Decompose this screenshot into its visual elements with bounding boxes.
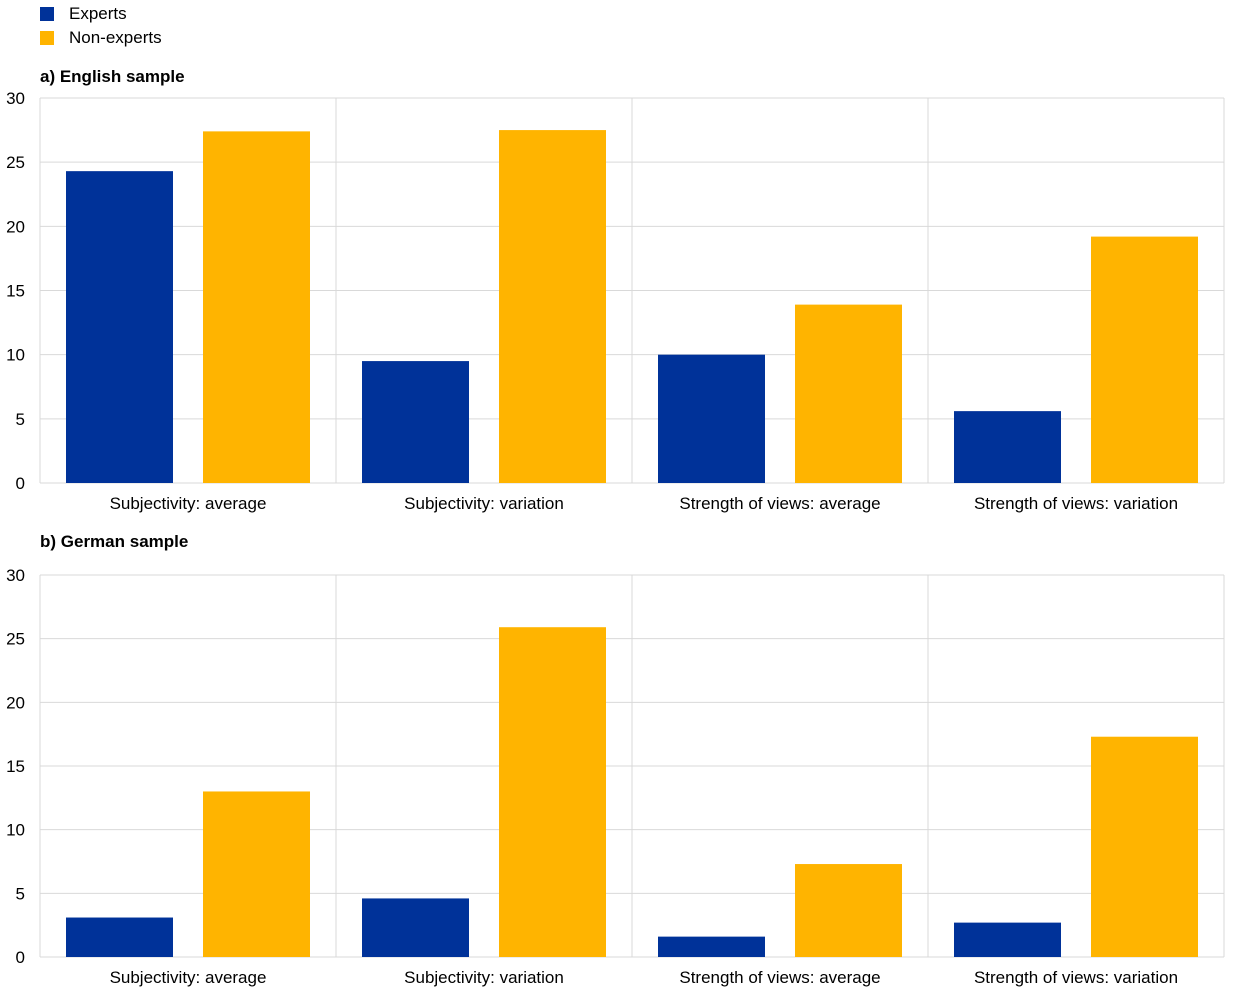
legend-label-non-experts: Non-experts: [69, 28, 162, 47]
y-tick-label: 30: [6, 566, 25, 585]
legend-item-experts: Experts: [40, 2, 162, 26]
bar-non-experts: [795, 304, 902, 483]
bar-experts: [954, 922, 1061, 957]
y-tick-label: 20: [6, 693, 25, 712]
bar-non-experts: [203, 131, 310, 483]
y-tick-label: 15: [6, 757, 25, 776]
bar-experts: [362, 898, 469, 957]
bar-experts: [66, 917, 173, 957]
y-tick-label: 10: [6, 346, 25, 365]
legend: Experts Non-experts: [40, 2, 162, 50]
bar-non-experts: [203, 791, 310, 957]
y-tick-label: 15: [6, 282, 25, 301]
y-tick-label: 10: [6, 821, 25, 840]
bar-non-experts: [499, 627, 606, 957]
x-category-label: Strength of views: average: [679, 494, 880, 513]
panel-title-english: a) English sample: [40, 67, 185, 86]
legend-label-experts: Experts: [69, 4, 127, 23]
panel-title-german: b) German sample: [40, 532, 189, 551]
y-tick-label: 30: [6, 89, 25, 108]
x-category-label: Strength of views: variation: [974, 968, 1178, 987]
y-tick-label: 0: [16, 948, 25, 967]
legend-swatch-non-experts: [40, 31, 54, 45]
x-category-label: Strength of views: average: [679, 968, 880, 987]
bar-non-experts: [499, 130, 606, 484]
legend-swatch-experts: [40, 7, 54, 21]
y-tick-label: 5: [16, 884, 25, 903]
bar-non-experts: [1091, 236, 1198, 483]
bar-experts: [954, 411, 1061, 483]
x-category-label: Subjectivity: variation: [404, 968, 564, 987]
bar-non-experts: [795, 864, 902, 957]
y-tick-label: 25: [6, 153, 25, 172]
bar-experts: [658, 354, 765, 483]
bar-experts: [362, 361, 469, 483]
y-tick-label: 25: [6, 630, 25, 649]
x-category-label: Subjectivity: average: [110, 494, 267, 513]
y-tick-label: 5: [16, 410, 25, 429]
bar-non-experts: [1091, 736, 1198, 957]
y-tick-label: 0: [16, 474, 25, 493]
legend-item-non-experts: Non-experts: [40, 26, 162, 50]
x-category-label: Subjectivity: average: [110, 968, 267, 987]
bar-experts: [66, 171, 173, 483]
x-category-label: Subjectivity: variation: [404, 494, 564, 513]
bar-experts: [658, 936, 765, 957]
y-tick-label: 20: [6, 217, 25, 236]
x-category-label: Strength of views: variation: [974, 494, 1178, 513]
